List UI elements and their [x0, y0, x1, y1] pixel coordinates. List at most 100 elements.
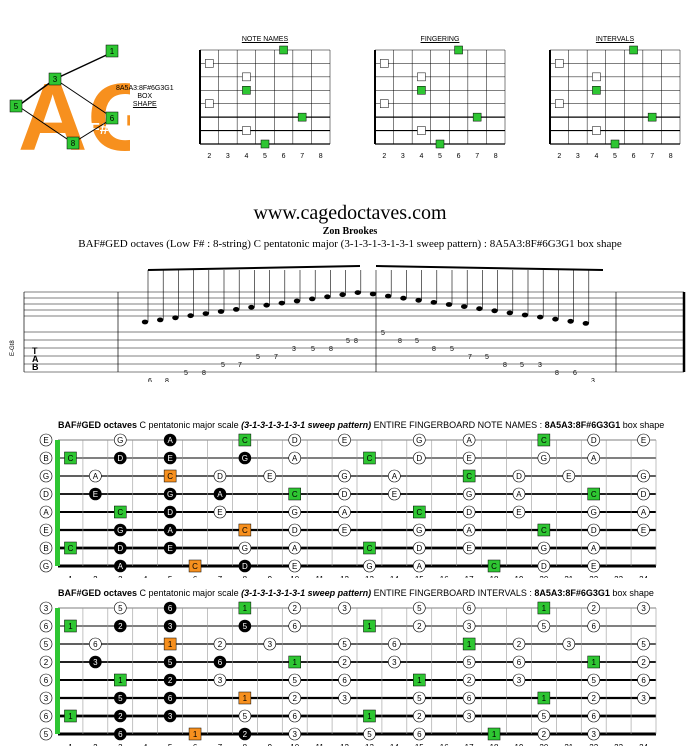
scale-note — [587, 541, 601, 555]
fret-number: 22 — [589, 575, 598, 578]
svg-text:6: 6 — [110, 114, 115, 123]
scale-note-label: 5 — [118, 694, 123, 703]
scale-note — [412, 559, 426, 573]
mini-title: INTERVALS — [595, 36, 635, 43]
scale-note-label: 6 — [93, 640, 98, 649]
fret-number: 2 — [93, 575, 98, 578]
mini-note-marker — [380, 59, 389, 68]
scale-note-label: D — [292, 436, 298, 445]
mini-fret-number: 8 — [319, 153, 323, 160]
scale-note-label: 2 — [243, 730, 248, 739]
mini-fret-number: 8 — [494, 153, 498, 160]
fret-number: 16 — [440, 743, 449, 746]
scale-note-label: 1 — [542, 694, 547, 703]
scale-note — [587, 433, 601, 447]
staff-note — [293, 298, 301, 304]
staff-note — [445, 302, 453, 307]
scale-note — [163, 487, 177, 501]
scale-note — [512, 487, 526, 501]
mini-fret-number: 5 — [438, 153, 442, 160]
scale-note-label: 3 — [641, 694, 646, 703]
scale-note-root — [462, 637, 476, 651]
scale-note — [113, 541, 127, 555]
scale-note-label: E — [566, 472, 571, 481]
scale-note-root — [238, 433, 252, 447]
fret-number: 24 — [639, 575, 648, 578]
fret-number: 3 — [118, 575, 123, 578]
fret-number: 22 — [589, 743, 598, 746]
site-url[interactable]: www.cagedoctaves.com — [253, 202, 447, 224]
svg-text:1: 1 — [110, 47, 115, 56]
scale-note-root — [288, 655, 301, 669]
fret-number: 1 — [68, 743, 73, 746]
beam — [375, 265, 604, 271]
scale-note — [388, 469, 401, 483]
tab-number: 6 — [573, 370, 577, 377]
open-string-marker — [39, 505, 53, 519]
scale-note — [412, 691, 426, 705]
scale-note-label: A — [641, 508, 647, 517]
scale-note-label: 3 — [218, 676, 223, 685]
scale-note-root — [363, 451, 376, 465]
mini-fret-number: 3 — [226, 153, 230, 160]
fret-number: 21 — [564, 743, 573, 746]
scale-note-label: D — [641, 490, 647, 499]
fret-number: 4 — [143, 575, 148, 578]
scale-note-root — [64, 451, 77, 465]
scale-note — [338, 673, 351, 687]
scale-note-label: C — [491, 562, 497, 571]
scale-note — [238, 709, 252, 723]
open-string-marker — [39, 433, 53, 447]
scale-note-label: D — [242, 562, 248, 571]
scale-note — [462, 451, 476, 465]
scale-note — [637, 523, 650, 537]
scale-note — [338, 655, 351, 669]
open-string-label: 2 — [44, 658, 49, 667]
scale-note — [89, 655, 102, 669]
scale-note-label: 2 — [218, 640, 223, 649]
scale-note-label: G — [341, 472, 347, 481]
scale-note-label: 6 — [292, 622, 297, 631]
scale-note — [363, 559, 376, 573]
tab-number: 8 — [432, 346, 436, 353]
logo-marker: 5 — [9, 99, 23, 113]
logo-marker: 6 — [105, 111, 119, 125]
scale-note-label: 6 — [591, 712, 596, 721]
scale-note-label: G — [416, 436, 422, 445]
title-bold: BAF#GED octaves — [58, 588, 138, 598]
scale-note-label: A — [167, 526, 173, 535]
scale-note-label: D — [342, 490, 348, 499]
scale-note — [288, 451, 302, 465]
tab-number: 5 — [346, 338, 350, 345]
scale-note-label: 5 — [243, 712, 248, 721]
staff-note — [582, 321, 589, 326]
scale-note-label: 5 — [243, 622, 248, 631]
staff-note — [187, 313, 194, 319]
staff-note — [324, 294, 331, 300]
nut — [55, 608, 60, 734]
scale-note-label: 6 — [591, 622, 596, 631]
scale-note-label: 1 — [292, 658, 297, 667]
scale-note — [89, 487, 102, 501]
tab-number: 7 — [238, 362, 242, 369]
open-string-label: 3 — [44, 694, 49, 703]
scale-note-label: D — [466, 508, 472, 517]
scale-note-label: E — [342, 526, 347, 535]
scale-note-label: 3 — [342, 604, 347, 613]
scale-note-label: D — [167, 508, 173, 517]
fret-number: 10 — [290, 575, 299, 578]
scale-note-root — [537, 601, 551, 615]
staff-note — [491, 308, 498, 314]
scale-note-label: C — [367, 454, 373, 463]
staff-note — [506, 310, 513, 316]
mini-fret-number: 7 — [475, 153, 479, 160]
scale-note-label: C — [242, 526, 248, 535]
scale-note — [113, 601, 127, 615]
scale-note-label: D — [416, 544, 422, 553]
open-string-marker — [39, 487, 53, 501]
fret-number: 13 — [365, 575, 374, 578]
scale-note-label: D — [591, 526, 597, 535]
staff-note — [339, 292, 346, 298]
scale-note-label: A — [217, 490, 223, 499]
title-end: box shape — [609, 588, 654, 598]
